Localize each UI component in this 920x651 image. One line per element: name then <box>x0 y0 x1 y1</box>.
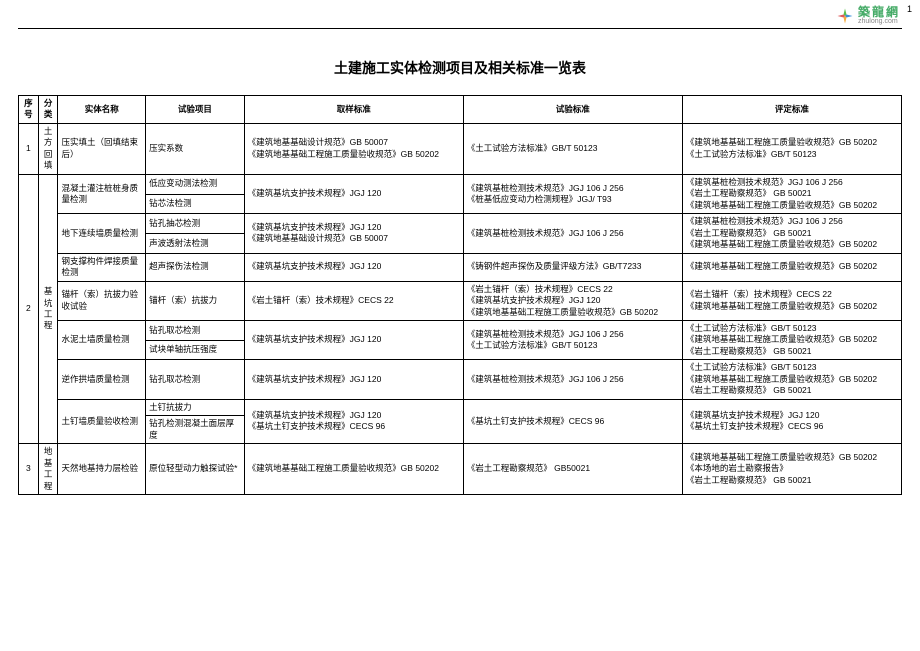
cell: 土钉墙质量验收检测 <box>58 399 146 443</box>
table-row: 地下连续墙质量检测钻孔抽芯检测《建筑基坑支护技术规程》JGJ 120 《建筑地基… <box>19 214 902 234</box>
col-4: 取样标准 <box>244 96 463 124</box>
table-row: 水泥土墙质量检测钻孔取芯检测《建筑基坑支护技术规程》JGJ 120《建筑基桩检测… <box>19 320 902 340</box>
col-2: 实体名称 <box>58 96 146 124</box>
site-logo: 築龍網 zhulong.com <box>836 6 900 25</box>
table-row: 锚杆（索）抗拔力验收试验锚杆（索）抗拔力《岩土锚杆（索）技术规程》CECS 22… <box>19 281 902 320</box>
cell: 《土工试验方法标准》GB/T 50123 《建筑地基基础工程施工质量验收规范》G… <box>682 360 901 399</box>
cell: 锚杆（索）抗拔力 <box>146 281 245 320</box>
cell: 声波透射法检测 <box>146 233 245 253</box>
page-number: 1 <box>907 4 912 14</box>
cell: 《建筑地基基础工程施工质量验收规范》GB 50202 《土工试验方法标准》GB/… <box>682 123 901 174</box>
table-row: 2基坑工程混凝土灌注桩桩身质量检测低应变动测法检测《建筑基坑支护技术规程》JGJ… <box>19 174 902 194</box>
cell: 土钉抗拔力 <box>146 399 245 415</box>
cell: 2 <box>19 174 39 443</box>
cell: 锚杆（索）抗拔力验收试验 <box>58 281 146 320</box>
cell: 《建筑地基基础工程施工质量验收规范》GB 50202 <box>244 444 463 495</box>
standards-table-wrap: 序号分类实体名称试验项目取样标准试验标准评定标准 1土方回填压实填土（回填结束后… <box>18 95 902 643</box>
cell: 压实系数 <box>146 123 245 174</box>
col-6: 评定标准 <box>682 96 901 124</box>
table-row: 钢支撑构件焊接质量检测超声探伤法检测《建筑基坑支护技术规程》JGJ 120《铸钢… <box>19 253 902 281</box>
cell: 压实填土（回填结束后） <box>58 123 146 174</box>
cell: 钢支撑构件焊接质量检测 <box>58 253 146 281</box>
cell: 《建筑基坑支护技术规程》JGJ 120 <box>244 360 463 399</box>
cell: 土方回填 <box>38 123 58 174</box>
cell: 地基工程 <box>38 444 58 495</box>
cell: 原位轻型动力触探试验* <box>146 444 245 495</box>
cell: 试块单轴抗压强度 <box>146 340 245 360</box>
cell: 逆作拱墙质量检测 <box>58 360 146 399</box>
cell: 《建筑基桩检测技术规范》JGJ 106 J 256 <box>463 360 682 399</box>
cell: 地下连续墙质量检测 <box>58 214 146 253</box>
table-row: 3地基工程天然地基持力层检验原位轻型动力触探试验*《建筑地基基础工程施工质量验收… <box>19 444 902 495</box>
cell: 钻孔抽芯检测 <box>146 214 245 234</box>
cell: 《土工试验方法标准》GB/T 50123 <box>463 123 682 174</box>
cell: 钻芯法检测 <box>146 194 245 214</box>
header-rule <box>18 28 902 29</box>
cell: 天然地基持力层检验 <box>58 444 146 495</box>
cell: 《铸钢件超声探伤及质量评级方法》GB/T7233 <box>463 253 682 281</box>
cell: 混凝土灌注桩桩身质量检测 <box>58 174 146 213</box>
cell: 基坑工程 <box>38 174 58 443</box>
cell: 3 <box>19 444 39 495</box>
col-1: 分类 <box>38 96 58 124</box>
cell: 《建筑基桩检测技术规范》JGJ 106 J 256 《岩土工程勘察规范》 GB … <box>682 174 901 213</box>
logo-icon <box>836 7 854 25</box>
page-title: 土建施工实体检测项目及相关标准一览表 <box>0 58 920 78</box>
cell: 《建筑基桩检测技术规范》JGJ 106 J 256 《土工试验方法标准》GB/T… <box>463 320 682 359</box>
table-row: 土钉墙质量验收检测土钉抗拔力《建筑基坑支护技术规程》JGJ 120 《基坑土钉支… <box>19 399 902 415</box>
cell: 水泥土墙质量检测 <box>58 320 146 359</box>
cell: 钻孔检测混凝土面层厚度 <box>146 416 245 444</box>
cell: 《岩土锚杆（索）技术规程》CECS 22 《建筑地基基础工程施工质量验收规范》G… <box>682 281 901 320</box>
cell: 《建筑基坑支护技术规程》JGJ 120 <box>244 320 463 359</box>
cell: 《土工试验方法标准》GB/T 50123 《建筑地基基础工程施工质量验收规范》G… <box>682 320 901 359</box>
logo-en: zhulong.com <box>858 18 900 25</box>
col-5: 试验标准 <box>463 96 682 124</box>
table-row: 1土方回填压实填土（回填结束后）压实系数《建筑地基基础设计规范》GB 50007… <box>19 123 902 174</box>
cell: 《建筑基坑支护技术规程》JGJ 120 <box>244 174 463 213</box>
cell: 《建筑基坑支护技术规程》JGJ 120 <box>244 253 463 281</box>
cell: 《岩土锚杆（索）技术规程》CECS 22 《建筑基坑支护技术规程》JGJ 120… <box>463 281 682 320</box>
cell: 钻孔取芯检测 <box>146 320 245 340</box>
cell: 超声探伤法检测 <box>146 253 245 281</box>
table-row: 逆作拱墙质量检测钻孔取芯检测《建筑基坑支护技术规程》JGJ 120《建筑基桩检测… <box>19 360 902 399</box>
cell: 《基坑土钉支护技术规程》CECS 96 <box>463 399 682 443</box>
cell: 《建筑基坑支护技术规程》JGJ 120 《基坑土钉支护技术规程》CECS 96 <box>682 399 901 443</box>
cell: 《建筑基坑支护技术规程》JGJ 120 《基坑土钉支护技术规程》CECS 96 <box>244 399 463 443</box>
cell: 《建筑基桩检测技术规范》JGJ 106 J 256 《桩基低应变动力检测规程》J… <box>463 174 682 213</box>
cell: 《岩土工程勘察规范》 GB50021 <box>463 444 682 495</box>
cell: 《建筑基桩检测技术规范》JGJ 106 J 256 《岩土工程勘察规范》 GB … <box>682 214 901 253</box>
col-0: 序号 <box>19 96 39 124</box>
logo-cn: 築龍網 <box>858 6 900 18</box>
cell: 《建筑地基基础工程施工质量验收规范》GB 50202 《本场地的岩土勘察报告》 … <box>682 444 901 495</box>
cell: 《建筑地基基础设计规范》GB 50007 《建筑地基基础工程施工质量验收规范》G… <box>244 123 463 174</box>
cell: 《建筑地基基础工程施工质量验收规范》GB 50202 <box>682 253 901 281</box>
cell: 《岩土锚杆（索）技术规程》CECS 22 <box>244 281 463 320</box>
cell: 1 <box>19 123 39 174</box>
cell: 低应变动测法检测 <box>146 174 245 194</box>
col-3: 试验项目 <box>146 96 245 124</box>
cell: 《建筑基坑支护技术规程》JGJ 120 《建筑地基基础设计规范》GB 50007 <box>244 214 463 253</box>
cell: 钻孔取芯检测 <box>146 360 245 399</box>
standards-table: 序号分类实体名称试验项目取样标准试验标准评定标准 1土方回填压实填土（回填结束后… <box>18 95 902 495</box>
cell: 《建筑基桩检测技术规范》JGJ 106 J 256 <box>463 214 682 253</box>
